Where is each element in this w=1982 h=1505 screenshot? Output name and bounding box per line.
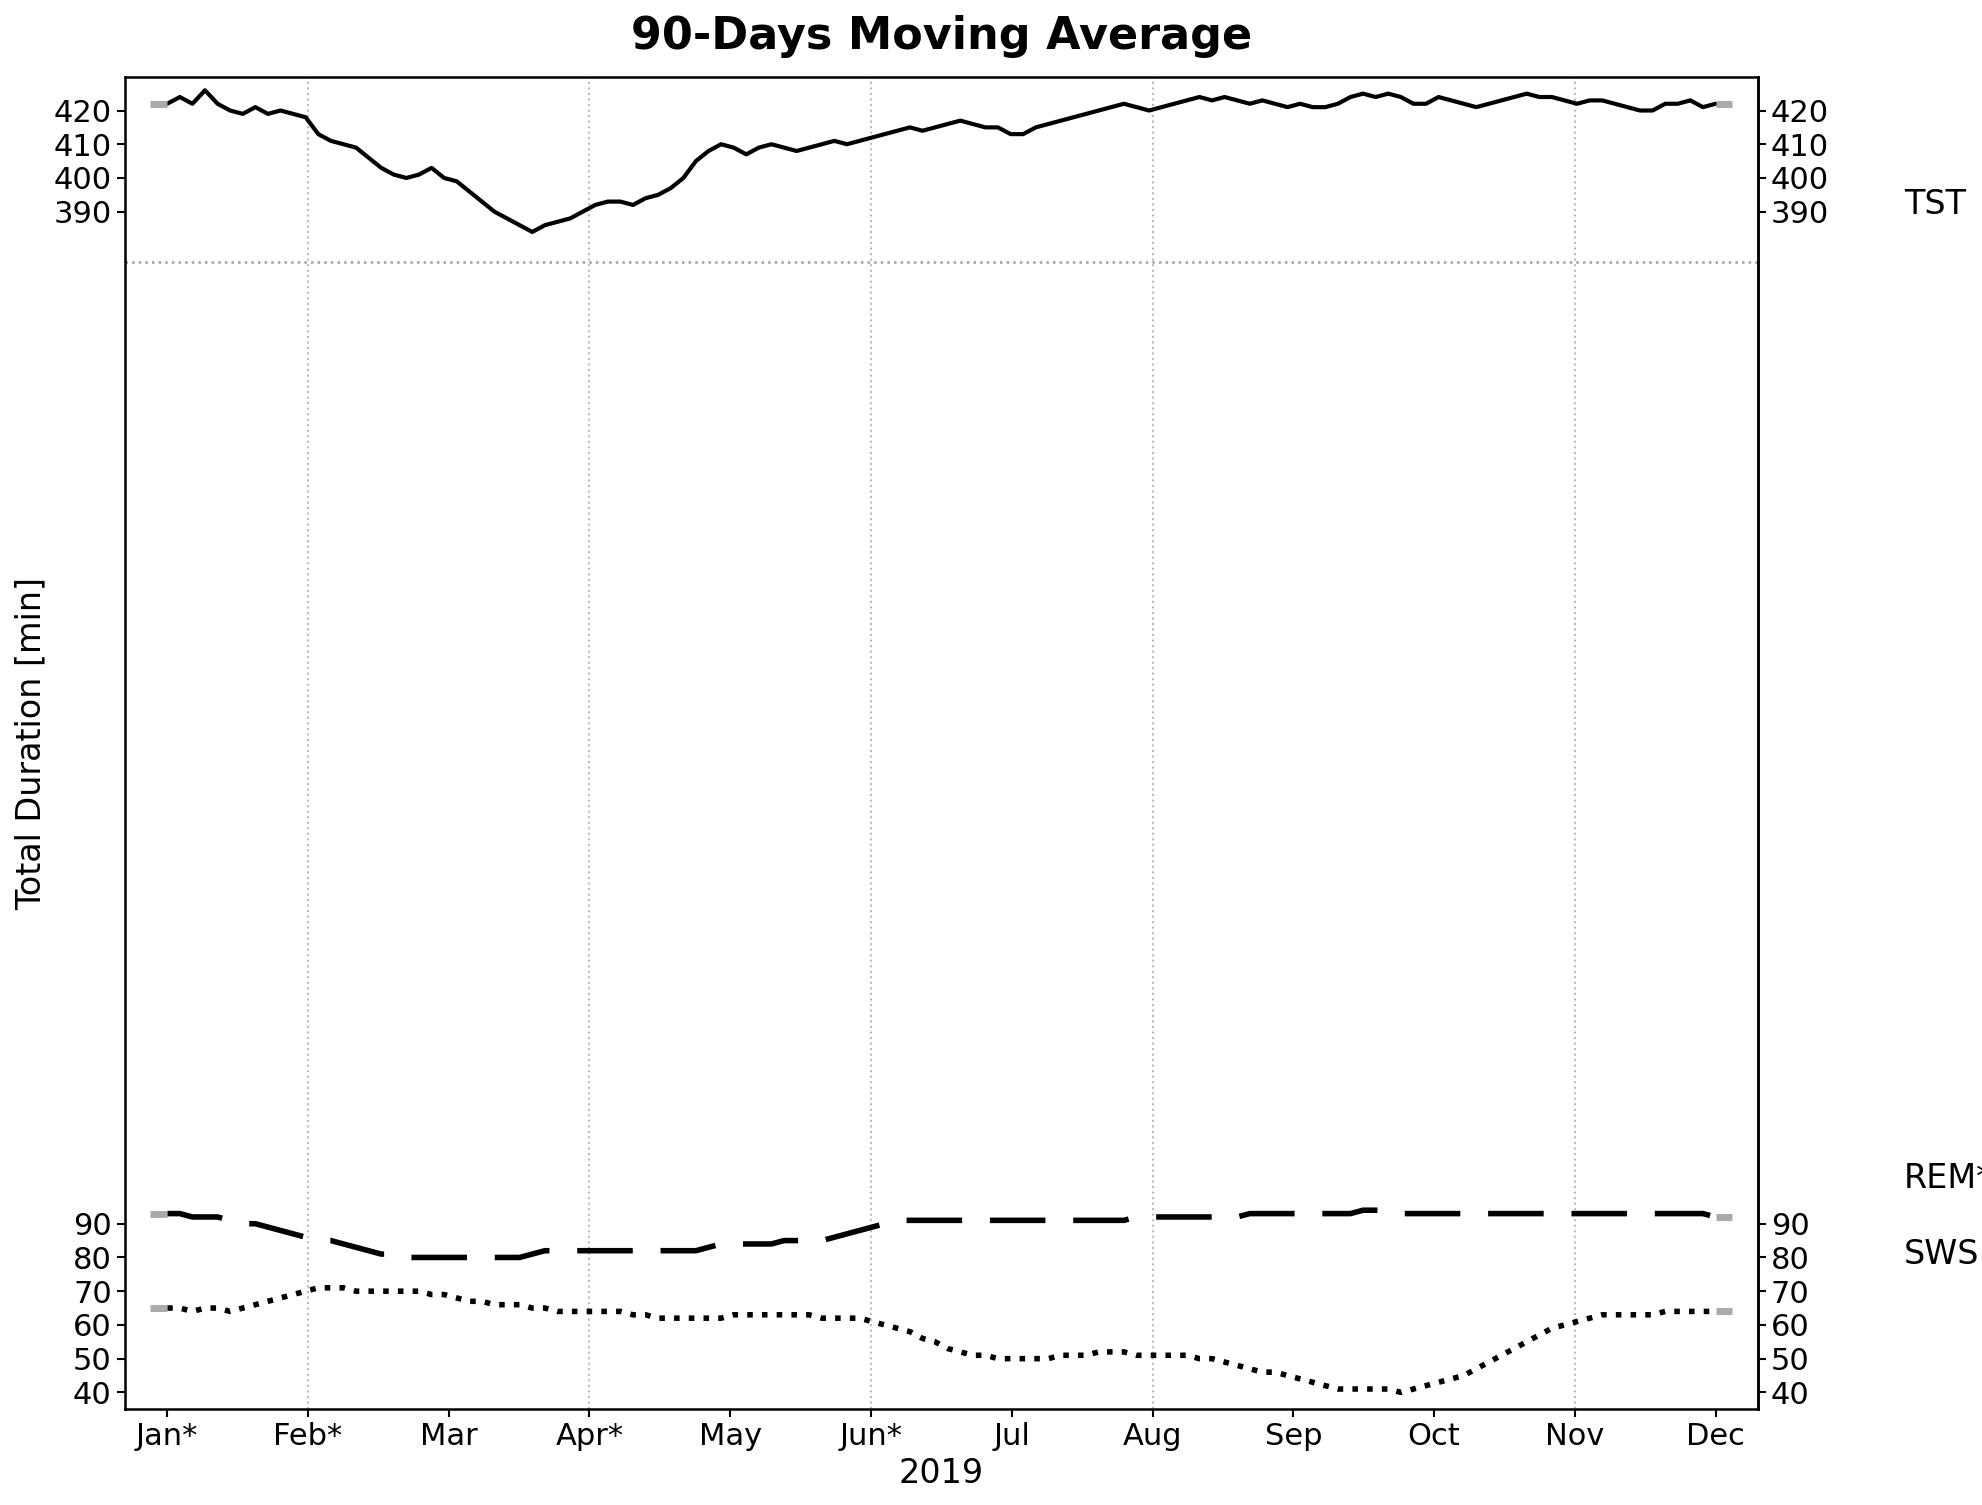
Title: 90-Days Moving Average: 90-Days Moving Average bbox=[630, 15, 1251, 59]
Text: REM*: REM* bbox=[1903, 1162, 1982, 1195]
X-axis label: 2019: 2019 bbox=[898, 1457, 983, 1490]
Text: TST: TST bbox=[1903, 188, 1964, 221]
Text: SWS: SWS bbox=[1903, 1239, 1978, 1270]
Y-axis label: Total Duration [min]: Total Duration [min] bbox=[16, 576, 48, 909]
